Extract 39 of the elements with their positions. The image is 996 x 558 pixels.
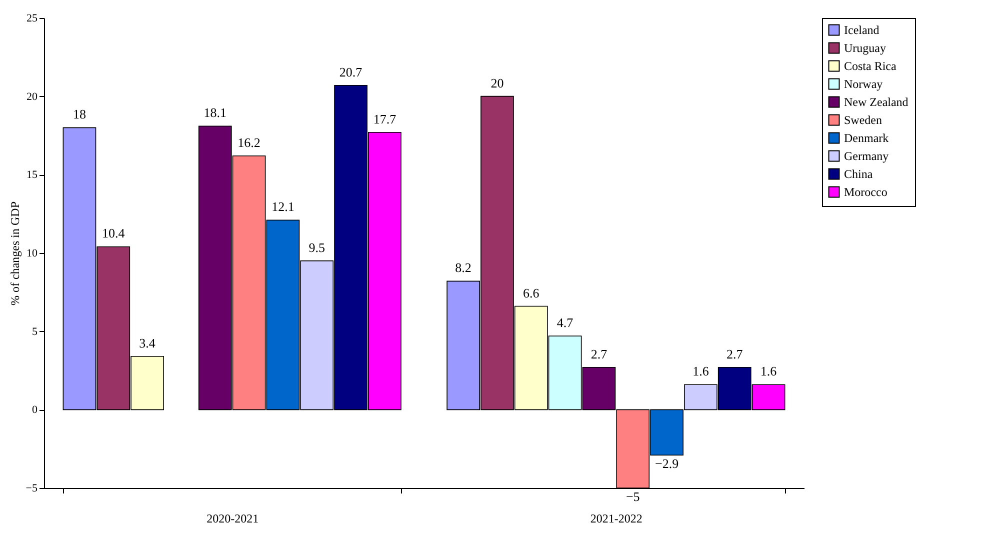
data-label: 20 [490, 75, 504, 90]
data-label: 16.2 [238, 134, 260, 150]
legend-label: Germany [844, 149, 889, 163]
data-label: 9.5 [308, 240, 325, 255]
data-label: 8.2 [455, 260, 472, 276]
data-label: 17.7 [373, 111, 397, 126]
y-tick-label: 20 [26, 90, 38, 103]
legend-label: Uruguay [844, 41, 886, 55]
y-tick-label: 10 [26, 248, 38, 260]
legend-label: Iceland [844, 23, 880, 37]
data-label: 10.4 [102, 226, 126, 241]
data-label: 3.4 [139, 335, 156, 350]
legend-label: New Zealand [844, 95, 908, 109]
legend-label: Morocco [844, 185, 888, 199]
data-label: 18 [72, 106, 86, 122]
data-label: −5 [626, 489, 640, 504]
data-label: 20.7 [339, 64, 363, 80]
y-axis-title: % of changes in GDP [8, 201, 22, 306]
data-label: −2.9 [654, 456, 679, 472]
y-tick-label: 15 [26, 169, 38, 182]
data-label: 1.6 [692, 364, 710, 379]
data-label: 2.7 [590, 346, 608, 362]
y-tick-label: 5 [32, 326, 38, 338]
y-tick-label: −5 [26, 482, 38, 494]
data-label: 1.6 [760, 364, 778, 379]
data-label: 12.1 [272, 199, 294, 214]
x-tick-label: 2021-2022 [590, 512, 642, 526]
data-label: 4.7 [556, 315, 574, 330]
legend-label: Norway [844, 77, 883, 91]
data-label: 18.1 [204, 105, 226, 120]
legend-label: Costa Rica [844, 59, 897, 73]
data-label: 2.7 [726, 346, 744, 362]
y-tick-label: 0 [32, 404, 38, 416]
legend-label: Sweden [844, 113, 882, 127]
legend-label: China [844, 167, 874, 181]
y-tick-label: 25 [26, 12, 38, 24]
legend-label: Denmark [844, 131, 889, 145]
data-label: 6.6 [523, 285, 540, 300]
x-tick-label: 2020-2021 [206, 512, 259, 526]
